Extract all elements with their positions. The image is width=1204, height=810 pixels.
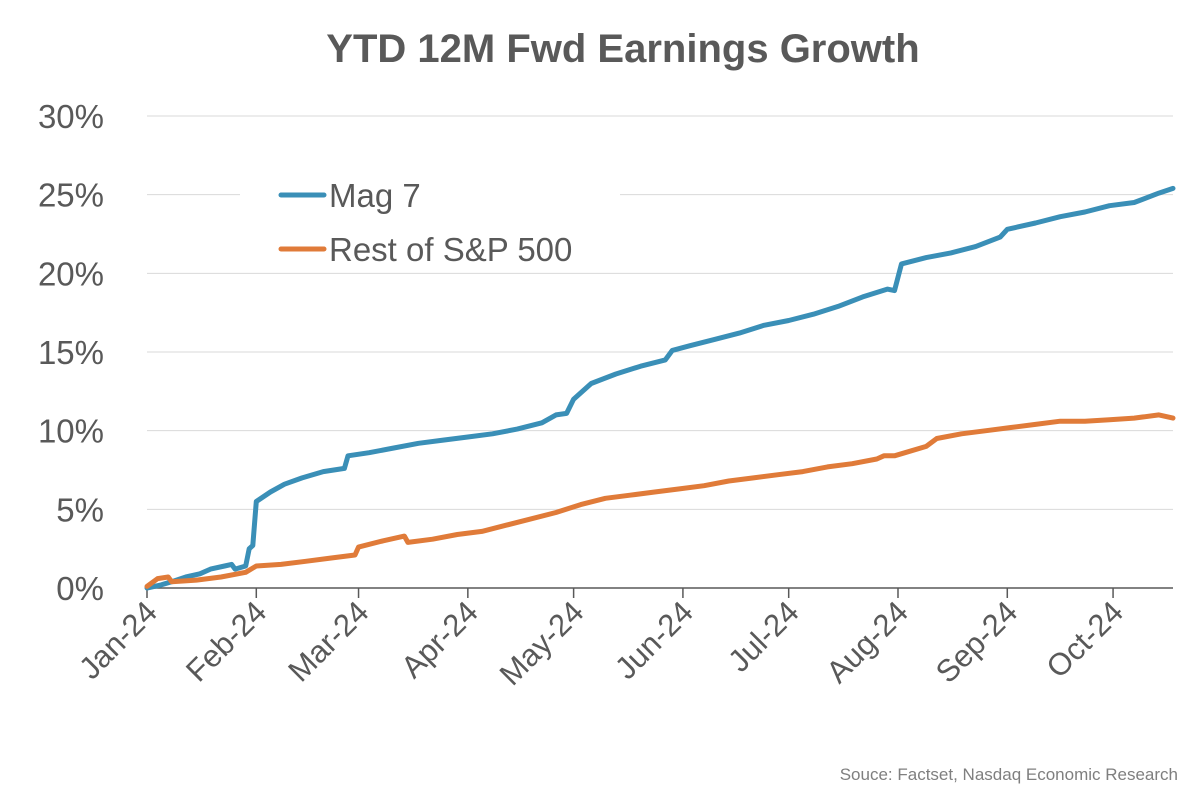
y-tick-label: 15% xyxy=(38,334,104,371)
x-tick-label: Jan-24 xyxy=(72,594,164,686)
chart-title: YTD 12M Fwd Earnings Growth xyxy=(326,27,919,71)
y-tick-label: 0% xyxy=(56,570,104,607)
x-tick-label: Apr-24 xyxy=(394,594,485,685)
x-tick-label: Jun-24 xyxy=(608,594,700,686)
y-tick-label: 25% xyxy=(38,177,104,214)
x-tick-label: Aug-24 xyxy=(820,594,915,689)
x-tick-label: Mar-24 xyxy=(281,594,375,688)
series-line-rest-sp500 xyxy=(144,412,1176,589)
legend: Mag 7 Rest of S&P 500 xyxy=(240,168,620,272)
x-axis xyxy=(146,587,1173,598)
y-tick-label: 30% xyxy=(38,98,104,135)
y-tick-label: 20% xyxy=(38,255,104,292)
x-tick-label: Sep-24 xyxy=(929,594,1024,689)
legend-label-rest-sp500: Rest of S&P 500 xyxy=(329,231,572,268)
x-tick-label: Jul-24 xyxy=(721,594,805,678)
x-tick-label: May-24 xyxy=(493,594,591,692)
legend-background xyxy=(240,168,620,272)
y-axis-ticks: 0% 5% 10% 15% 20% 25% 30% xyxy=(38,98,104,607)
x-tick-label: Feb-24 xyxy=(179,594,273,688)
source-note: Souce: Factset, Nasdaq Economic Research xyxy=(840,765,1178,784)
series-lines xyxy=(144,185,1176,591)
legend-label-mag7: Mag 7 xyxy=(329,177,421,214)
x-axis-ticks: Jan-24 Feb-24 Mar-24 Apr-24 May-24 Jun-24 Jul-… xyxy=(72,594,1130,692)
x-tick-label: Oct-24 xyxy=(1039,594,1130,685)
series-line-mag7 xyxy=(144,185,1176,591)
y-tick-label: 5% xyxy=(56,491,104,528)
y-tick-label: 10% xyxy=(38,413,104,450)
